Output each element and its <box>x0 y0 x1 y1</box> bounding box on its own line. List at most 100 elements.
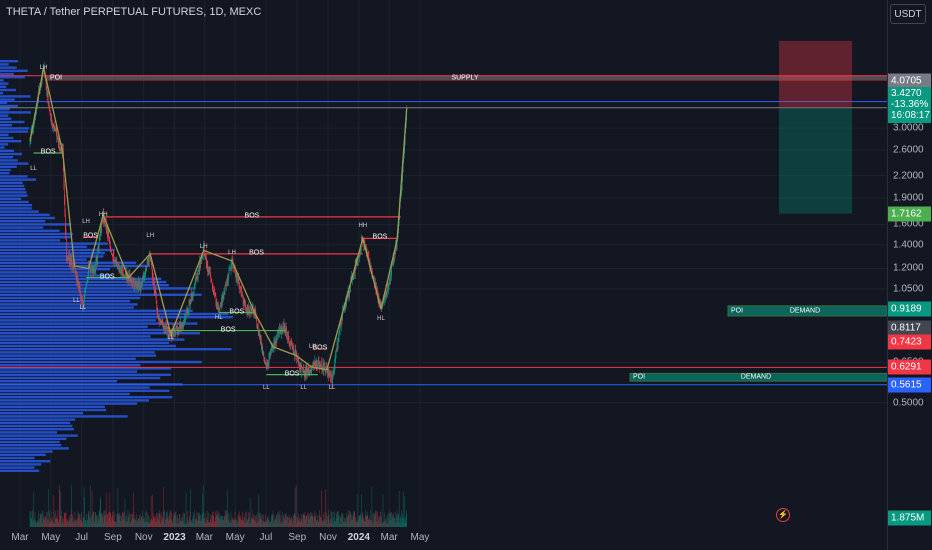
candle-body <box>129 274 131 282</box>
volume-bar <box>369 521 371 527</box>
candle-body <box>77 276 78 285</box>
candle-body <box>382 305 383 309</box>
candle-body <box>48 102 50 109</box>
candle-body <box>327 369 328 373</box>
volume-bar <box>283 514 284 527</box>
volume-bar <box>166 512 167 527</box>
candle-body <box>337 343 338 349</box>
candle-body <box>109 246 111 249</box>
candle-body <box>180 321 182 330</box>
candle-body <box>98 237 100 250</box>
candle-body <box>145 269 146 274</box>
volume-bar <box>230 511 232 527</box>
profile-bar <box>0 380 118 383</box>
volume-bar <box>180 520 181 527</box>
volume-bar <box>292 515 294 527</box>
volume-bar <box>293 520 294 527</box>
volume-bar <box>207 511 209 527</box>
candle-body <box>70 258 72 261</box>
volume-bar <box>355 516 357 527</box>
candle-body <box>120 271 121 274</box>
volume-bar <box>40 514 41 527</box>
candle-body <box>214 292 216 294</box>
candle-body <box>120 271 122 274</box>
volume-bar <box>47 519 49 527</box>
volume-bar <box>316 521 318 527</box>
candle-body <box>266 362 267 368</box>
candle-body <box>401 177 403 186</box>
candle-body <box>67 258 68 261</box>
candle-body <box>230 268 231 270</box>
candle-body <box>167 327 169 329</box>
volume-bar <box>256 522 258 527</box>
candle-body <box>394 250 395 259</box>
price-chart[interactable] <box>0 0 887 550</box>
candle-body <box>379 299 381 305</box>
candle-body <box>401 185 402 192</box>
time-tick: Mar <box>11 532 29 543</box>
candle-body <box>241 293 243 296</box>
volume-bar <box>167 518 169 527</box>
volume-bar <box>204 523 206 527</box>
volume-bar <box>116 523 117 527</box>
candle-body <box>331 374 333 384</box>
profile-bar <box>0 165 17 168</box>
volume-bar <box>44 515 46 527</box>
candle-body <box>390 275 392 277</box>
volume-bar <box>222 516 223 527</box>
candle-body <box>257 325 259 330</box>
candle-body <box>173 335 174 336</box>
volume-bar <box>174 513 175 527</box>
volume-bar <box>244 522 246 527</box>
volume-bar <box>72 514 73 527</box>
volume-bar <box>341 515 343 527</box>
candle-body <box>143 275 145 279</box>
candle-body <box>190 294 192 300</box>
volume-bar <box>29 511 31 527</box>
volume-bar <box>139 514 140 527</box>
replay-icon[interactable]: ⚡ <box>776 508 790 522</box>
candle-body <box>166 325 168 334</box>
volume-bar <box>137 520 138 527</box>
volume-bar <box>403 517 404 527</box>
candle-body <box>46 89 48 98</box>
profile-bar <box>0 226 44 229</box>
volume-bar <box>127 521 128 527</box>
profile-bar <box>0 396 173 399</box>
candle-body <box>248 307 250 314</box>
volume-bar <box>335 521 336 527</box>
volume-bar <box>168 520 169 527</box>
candle-body <box>81 298 82 302</box>
volume-bar <box>160 514 162 527</box>
profile-bar <box>0 303 138 306</box>
volume-bar <box>260 515 262 527</box>
volume-bar <box>69 520 70 527</box>
candle-body <box>208 271 210 274</box>
candle-body <box>106 226 108 229</box>
volume-bar <box>198 516 200 527</box>
volume-bar <box>245 512 246 527</box>
candle-body <box>137 282 139 288</box>
candle-body <box>294 349 296 356</box>
volume-bar <box>77 518 78 527</box>
volume-bar <box>108 512 110 527</box>
candle-body <box>138 280 140 283</box>
profile-bar <box>0 354 157 357</box>
candle-body <box>185 317 186 318</box>
volume-bar <box>109 514 111 527</box>
candle-body <box>174 328 175 336</box>
volume-bar <box>231 517 233 527</box>
volume-bar <box>386 518 387 527</box>
volume-bar <box>159 523 161 527</box>
candle-body <box>146 259 148 267</box>
volume-bar <box>172 521 173 527</box>
candle-body <box>362 240 364 242</box>
currency-button[interactable]: USDT <box>890 4 926 24</box>
volume-bar <box>104 510 106 527</box>
volume-bar <box>34 511 36 527</box>
volume-bar <box>81 512 82 527</box>
volume-bar <box>45 517 46 527</box>
volume-bar <box>233 518 235 527</box>
volume-bar <box>186 523 187 527</box>
volume-bar <box>55 518 57 527</box>
